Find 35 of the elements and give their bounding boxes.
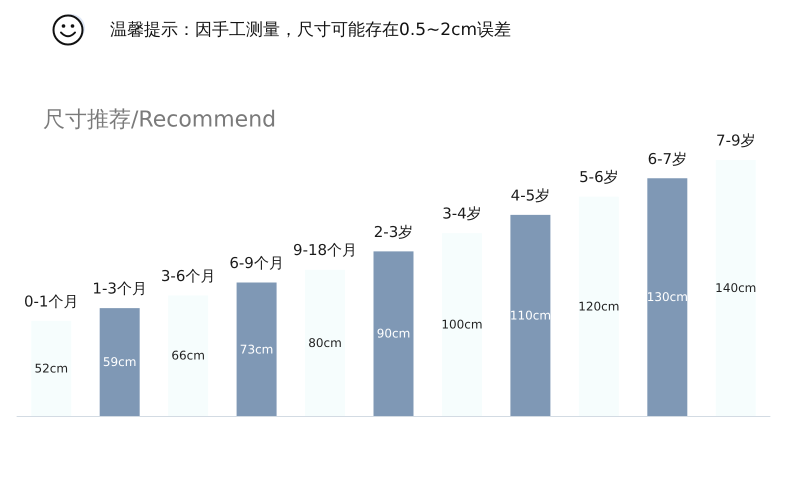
x-tick-label: 2-3岁 bbox=[374, 222, 414, 241]
bar bbox=[578, 196, 619, 416]
x-tick-label: 9-18个月 bbox=[293, 241, 358, 260]
bar bbox=[442, 233, 482, 416]
data-label: 52cm bbox=[34, 361, 68, 376]
bar bbox=[305, 270, 346, 416]
bar bbox=[236, 282, 277, 416]
x-tick-label: 6-7岁 bbox=[648, 150, 688, 168]
x-tick-label: 7-9岁 bbox=[716, 132, 756, 150]
data-label: 120cm bbox=[578, 299, 620, 314]
x-tick-label: 0-1个月 bbox=[24, 292, 78, 310]
bar bbox=[716, 160, 756, 416]
x-tick-label: 4-5岁 bbox=[510, 186, 550, 204]
text: 温馨提示：因手工测量，尺寸可能存在0.5~2cm误差 bbox=[110, 19, 512, 42]
bar bbox=[374, 251, 414, 416]
bar bbox=[168, 295, 208, 416]
data-label: 66cm bbox=[171, 348, 205, 363]
bar bbox=[100, 308, 140, 416]
data-label: 110cm bbox=[510, 308, 552, 322]
x-tick-label: 6-9个月 bbox=[229, 254, 284, 272]
x-tick-label: 5-6岁 bbox=[579, 168, 619, 186]
x-tick-label: 3-4岁 bbox=[442, 204, 482, 223]
x-tick-label: 1-3个月 bbox=[92, 280, 147, 298]
x-tick-label: 3-6个月 bbox=[160, 266, 216, 285]
bar bbox=[647, 178, 688, 416]
data-label: 59cm bbox=[102, 355, 136, 370]
bar bbox=[510, 214, 550, 416]
data-label: 140cm bbox=[715, 281, 756, 295]
data-label: 80cm bbox=[308, 336, 342, 350]
chart-title: 尺寸推荐/Recommend bbox=[43, 108, 276, 132]
data-label: 90cm bbox=[376, 326, 410, 341]
bar bbox=[31, 320, 72, 416]
data-label: 100cm bbox=[441, 318, 483, 332]
data-label: 73cm bbox=[240, 342, 274, 356]
data-label: 130cm bbox=[646, 290, 688, 304]
